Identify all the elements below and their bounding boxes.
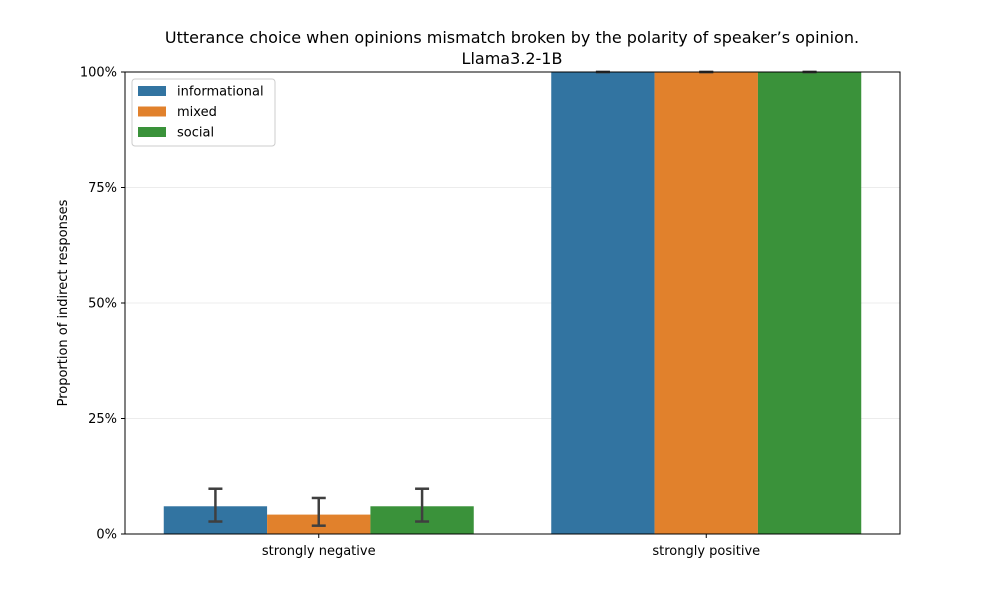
bars (163, 72, 862, 534)
x-tick-label: strongly positive (652, 544, 760, 559)
legend-label: informational (177, 85, 264, 100)
y-tick-label: 50% (88, 297, 117, 312)
y-axis: 0% 25% 50% 75% 100% (80, 66, 125, 543)
x-axis: strongly negative strongly positive (262, 534, 760, 559)
legend-swatch (138, 86, 166, 96)
y-axis-label: Proportion of indirect responses (56, 199, 71, 406)
x-tick-label: strongly negative (262, 544, 376, 559)
y-tick-label: 25% (88, 412, 117, 427)
bar (551, 72, 655, 534)
y-tick-label: 100% (80, 66, 117, 81)
legend-label: mixed (177, 105, 217, 120)
y-tick-label: 0% (96, 528, 117, 543)
legend-swatch (138, 127, 166, 137)
legend-swatch (138, 106, 166, 117)
chart-subtitle: Llama3.2-1B (462, 49, 563, 68)
legend: informational mixed social (131, 78, 276, 147)
bar (757, 72, 862, 534)
legend-frame (131, 78, 276, 147)
y-tick-label: 75% (88, 181, 117, 196)
bar (654, 72, 758, 534)
chart-title: Utterance choice when opinions mismatch … (165, 28, 859, 47)
legend-label: social (177, 126, 214, 141)
